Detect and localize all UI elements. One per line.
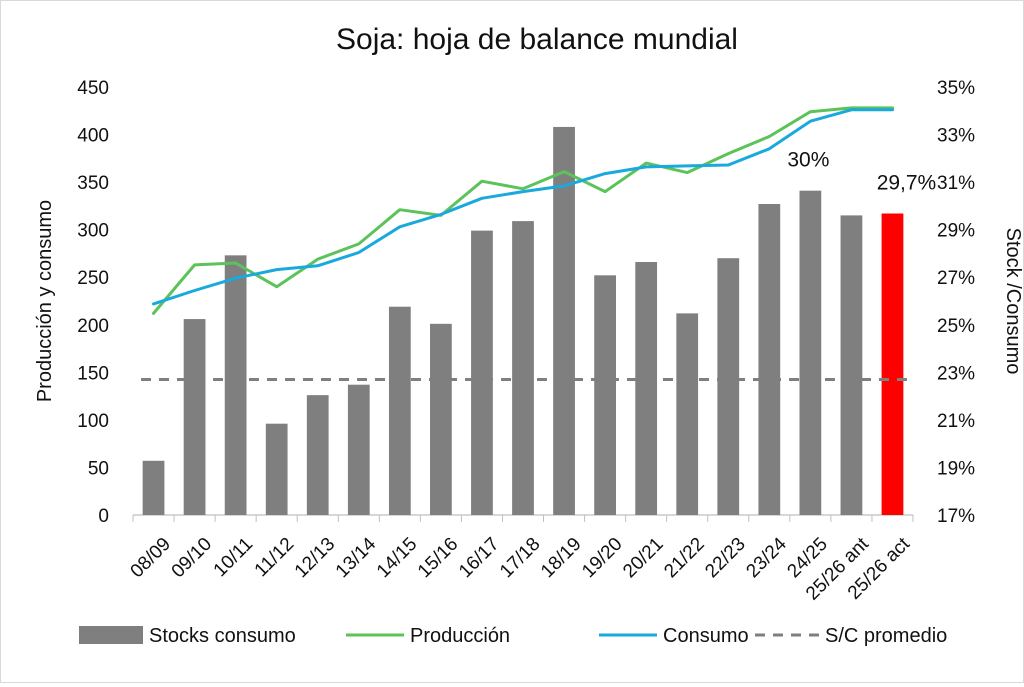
series-line-producci-n	[152, 106, 894, 315]
legend-label: Consumo	[663, 625, 749, 647]
data-annotation: 30%	[787, 149, 829, 172]
bar	[676, 313, 699, 515]
legend: Stocks consumo Producción Consumo S/C prome…	[79, 625, 947, 647]
x-tick-label: 21/22	[660, 534, 708, 582]
y2-tick-label: 23%	[937, 363, 975, 384]
x-tick-label: 19/20	[578, 534, 626, 582]
y2-tick-label: 19%	[937, 458, 975, 479]
bar	[594, 275, 616, 515]
data-annotation: 29,7%	[877, 171, 937, 194]
y-tick-label: 200	[77, 316, 109, 337]
bar	[635, 262, 658, 515]
plot-area: 0 50 100 150 200 250 300 350 400 450 17% 19% 21% 23% 2…	[77, 78, 975, 605]
legend-swatch-bar	[79, 626, 143, 644]
chart-title: Soja: hoja de balance mundial	[336, 23, 738, 56]
y-tick-label: 300	[77, 221, 109, 242]
bar	[512, 221, 534, 515]
legend-label: S/C promedio	[825, 625, 947, 647]
x-tick-label: 10/11	[210, 534, 257, 581]
y2-axis-label: Stock /Consumo	[1002, 228, 1023, 375]
x-tick-label: 20/21	[619, 534, 667, 582]
y2-tick-label: 31%	[937, 173, 975, 194]
x-tick-label: 22/23	[701, 534, 749, 582]
x-tick-label: 13/14	[332, 533, 381, 582]
x-tick-label: 09/10	[168, 534, 216, 582]
bar	[142, 460, 165, 515]
bar	[799, 190, 822, 515]
x-tick-label: 12/13	[291, 534, 339, 582]
y-tick-label: 250	[77, 268, 109, 289]
x-tick-label: 08/09	[127, 534, 175, 582]
bar	[881, 213, 904, 515]
bar	[306, 395, 329, 515]
y2-tick-label: 33%	[937, 126, 975, 147]
bar	[265, 423, 288, 515]
y2-tick-label: 21%	[937, 411, 975, 432]
bar	[183, 319, 206, 515]
x-tick-label: 17/18	[496, 534, 544, 582]
y-axis-label: Producción y consumo	[34, 200, 56, 402]
bar	[388, 306, 411, 515]
y2-tick-label: 35%	[937, 78, 975, 99]
y-tick-label: 50	[88, 458, 109, 479]
x-tick-label: 23/24	[742, 533, 791, 582]
legend-label: Stocks consumo	[149, 625, 296, 647]
y-tick-label: 100	[77, 411, 109, 432]
y2-tick-label: 29%	[937, 221, 975, 242]
y-tick-label: 450	[77, 78, 109, 99]
x-tick-label: 18/19	[537, 534, 585, 582]
bar	[553, 126, 575, 516]
legend-label: Producción	[410, 625, 510, 647]
y2-tick-label: 25%	[937, 316, 975, 337]
y-tick-label: 350	[77, 173, 109, 194]
y-tick-label: 150	[77, 363, 109, 384]
bar	[758, 203, 781, 515]
x-tick-label: 15/16	[414, 534, 462, 582]
y2-tick-label: 27%	[937, 268, 975, 289]
bar	[347, 384, 370, 515]
series-line-consumo	[152, 108, 894, 306]
bar	[840, 215, 863, 515]
y2-tick-label: 17%	[937, 506, 975, 527]
bar	[471, 230, 493, 515]
bar	[224, 255, 247, 515]
x-tick-label: 11/12	[251, 534, 298, 581]
y-tick-label: 400	[77, 126, 109, 147]
bar	[717, 258, 740, 515]
x-tick-label: 16/17	[455, 534, 503, 582]
x-tick-label: 14/15	[373, 534, 421, 582]
y-tick-label: 0	[98, 506, 109, 527]
bar	[430, 323, 452, 515]
